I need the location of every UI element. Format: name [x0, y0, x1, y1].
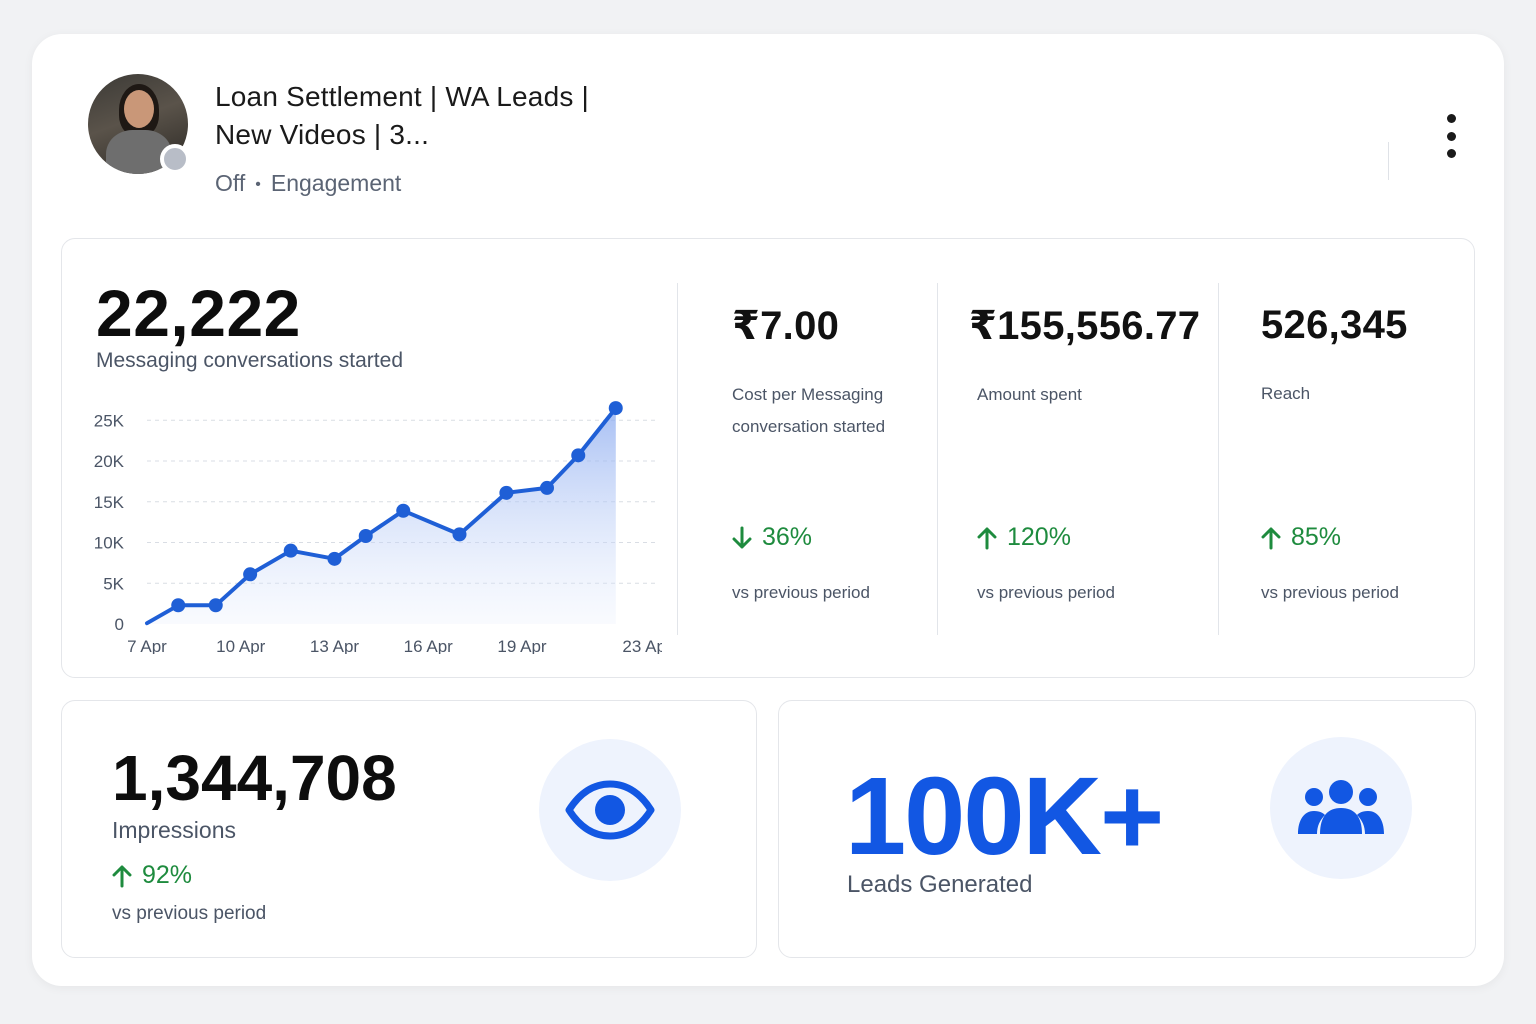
arrow-down-icon [732, 526, 752, 548]
metric-delta: 120% [977, 523, 1071, 552]
x-tick-label: 19 Apr [497, 637, 546, 654]
impressions-comparison: vs previous period [112, 903, 267, 924]
more-options-button[interactable] [1436, 114, 1466, 158]
eye-icon [565, 780, 655, 840]
campaign-card: Loan Settlement | WA Leads | New Videos … [32, 34, 1504, 986]
x-tick-label: 7 Apr [127, 637, 167, 654]
conversations-label: Messaging conversations started [96, 349, 403, 372]
campaign-title[interactable]: Loan Settlement | WA Leads | New Videos … [215, 81, 589, 150]
arrow-up-icon [112, 865, 132, 887]
metric-divider [677, 283, 678, 635]
y-tick-label: 25K [94, 411, 125, 430]
x-tick-label: 10 Apr [216, 637, 265, 654]
data-point[interactable] [396, 503, 411, 518]
arrow-up-icon [1261, 527, 1281, 549]
metric-divider [937, 283, 938, 635]
x-tick-label: 16 Apr [404, 637, 453, 654]
data-point[interactable] [540, 480, 554, 495]
y-tick-label: 5K [103, 574, 124, 593]
data-point[interactable] [452, 527, 467, 542]
leads-label: Leads Generated [847, 871, 1033, 898]
x-tick-label: 23 Apr [622, 637, 662, 654]
more-vertical-icon [1446, 114, 1456, 123]
metrics-panel: 22,222 Messaging conversations started 0… [61, 238, 1475, 678]
status-dot-icon [160, 144, 190, 174]
data-point[interactable] [171, 598, 186, 613]
metric-value: ₹155,556.77 [969, 304, 1201, 348]
data-point[interactable] [327, 551, 342, 566]
metric-amount-spent: ₹155,556.77 Amount spent 120% vs previou… [969, 303, 1201, 602]
y-tick-label: 15K [94, 493, 125, 512]
metric-comparison: vs previous period [732, 583, 870, 602]
metric-label: Amount spent [977, 385, 1082, 404]
metric-reach: 526,345 Reach 85% vs previous period [1261, 303, 1451, 602]
data-point[interactable] [571, 448, 586, 463]
y-tick-label: 0 [115, 615, 124, 634]
leads-value: 100K+ [845, 755, 1164, 878]
impressions-icon-badge [539, 739, 681, 881]
chart-area [147, 408, 616, 624]
metric-delta: 36% [732, 523, 812, 552]
arrow-up-icon [977, 527, 997, 549]
x-tick-label: 13 Apr [310, 637, 359, 654]
data-point[interactable] [243, 567, 258, 582]
conversations-value: 22,222 [96, 276, 301, 350]
y-tick-label: 10K [94, 534, 125, 553]
metric-comparison: vs previous period [1261, 583, 1399, 602]
data-point[interactable] [208, 598, 223, 613]
metric-cost-per-conversation: ₹7.00 Cost per Messaging conversation st… [732, 303, 922, 602]
campaign-subtitle: Off • Engagement [215, 170, 401, 197]
data-point[interactable] [499, 485, 514, 500]
status-text: Off [215, 170, 246, 196]
metric-comparison: vs previous period [977, 583, 1115, 602]
impressions-value: 1,344,708 [112, 742, 397, 814]
separator-dot: • [255, 175, 261, 193]
avatar[interactable] [88, 74, 190, 174]
metric-value: 526,345 [1261, 303, 1408, 347]
impressions-card: 1,344,708 Impressions 92% vs previous pe… [61, 700, 757, 958]
data-point[interactable] [608, 401, 623, 416]
metric-label: Cost per Messaging conversation started [732, 385, 886, 436]
users-group-icon [1298, 780, 1384, 834]
metric-divider [1218, 283, 1219, 635]
avatar-photo [88, 74, 188, 174]
leads-icon-badge [1270, 737, 1412, 879]
metric-label: Reach [1261, 384, 1311, 403]
impressions-label: Impressions [112, 817, 236, 843]
data-point[interactable] [358, 529, 373, 543]
y-tick-label: 20K [94, 452, 125, 471]
conversations-chart: 0 5K 10K 15K 20K 25K 7 Apr 10 Apr 13 Apr 16 Apr 1… [94, 401, 662, 654]
impressions-delta: 92% [112, 861, 192, 890]
metric-delta: 85% [1261, 523, 1341, 552]
leads-card: 100K+ Leads Generated [778, 700, 1476, 958]
metric-value: ₹7.00 [732, 304, 840, 348]
header-divider [1388, 142, 1389, 180]
data-point[interactable] [283, 543, 298, 558]
objective-text: Engagement [270, 170, 402, 196]
